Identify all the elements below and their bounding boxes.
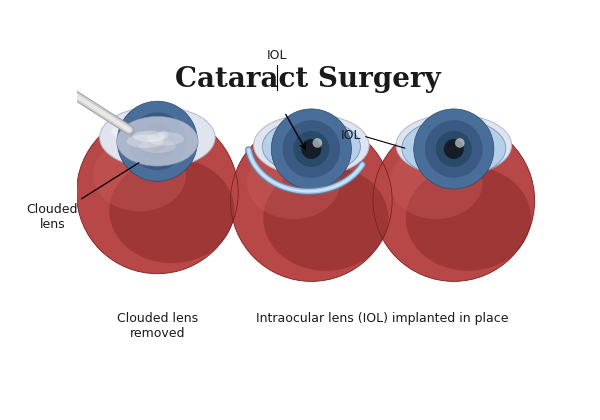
Circle shape [414,109,494,189]
Circle shape [118,101,197,181]
Circle shape [77,112,238,274]
Ellipse shape [139,139,176,153]
Circle shape [301,139,322,159]
Text: Clouded
lens: Clouded lens [26,163,139,231]
Ellipse shape [127,134,163,148]
Text: Clouded lens
removed: Clouded lens removed [117,312,198,340]
Ellipse shape [254,114,369,176]
Circle shape [158,131,168,140]
Text: IOL: IOL [341,129,361,142]
Ellipse shape [147,132,184,146]
Ellipse shape [272,134,326,149]
Text: Intraocular lens (IOL) implanted in place: Intraocular lens (IOL) implanted in plac… [256,312,509,325]
Circle shape [293,131,329,167]
Ellipse shape [262,119,361,174]
Ellipse shape [100,107,215,168]
Ellipse shape [116,116,198,166]
Ellipse shape [109,158,235,263]
Ellipse shape [402,119,506,177]
Circle shape [373,120,535,281]
Circle shape [444,139,464,159]
Text: Cataract Surgery: Cataract Surgery [175,66,440,93]
Ellipse shape [111,121,181,142]
Circle shape [230,120,392,281]
Circle shape [425,120,482,178]
Ellipse shape [93,139,186,211]
Circle shape [283,120,340,178]
Circle shape [455,138,464,148]
Ellipse shape [412,134,469,150]
Ellipse shape [407,128,477,150]
Ellipse shape [406,166,531,271]
Circle shape [139,123,175,159]
Circle shape [436,131,472,167]
Ellipse shape [263,166,389,271]
Ellipse shape [396,114,512,176]
Ellipse shape [133,131,166,142]
Ellipse shape [389,147,482,219]
Circle shape [128,113,186,170]
Ellipse shape [265,128,334,150]
Circle shape [271,109,352,189]
Text: IOL: IOL [266,49,287,62]
Circle shape [148,131,167,151]
Circle shape [313,138,322,148]
Ellipse shape [247,147,340,219]
